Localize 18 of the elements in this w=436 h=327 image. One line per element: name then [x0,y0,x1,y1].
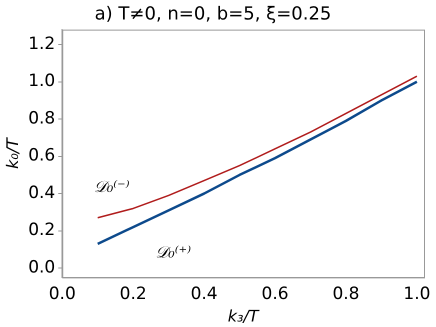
series-label: 𝒟₀⁽⁺⁾ [155,242,192,262]
y-tick-label: 0.0 [28,258,56,278]
y-tick-label: 0.2 [28,220,56,240]
x-tick-label: 0.0 [48,284,76,304]
x-tick-label: 0.4 [190,284,218,304]
chart-title: a) T≠0, n=0, b=5, ξ=0.25 [94,3,332,24]
y-tick-label: 0.6 [28,146,56,166]
y-axis-title: k₀/T [2,136,22,169]
x-tick-label: 0.6 [262,284,289,304]
x-tick-label: 0.8 [332,284,360,304]
y-tick-label: 0.4 [28,182,56,203]
y-tick-label: 1.2 [28,34,56,54]
y-tick-label: 0.8 [28,108,56,128]
x-axis-title: k₃/T [228,306,260,326]
series-label: 𝒟₀⁽⁻⁾ [94,176,130,196]
x-tick-label: 0.2 [120,284,147,304]
x-tick-label: 1.0 [403,284,430,304]
y-tick-label: 1.0 [28,71,56,92]
